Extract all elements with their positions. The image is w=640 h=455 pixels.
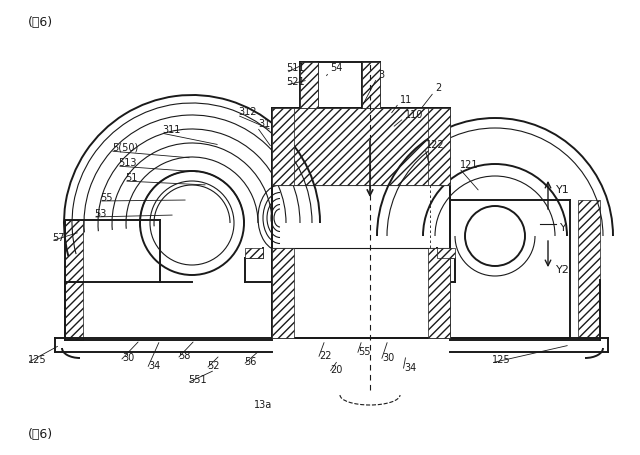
- Text: Y1: Y1: [556, 185, 570, 195]
- Text: 125: 125: [28, 355, 47, 365]
- Text: 52: 52: [207, 361, 220, 371]
- Polygon shape: [272, 248, 294, 338]
- Text: 53: 53: [94, 209, 106, 219]
- Text: 56: 56: [244, 357, 257, 367]
- Text: 110: 110: [405, 110, 424, 120]
- Text: 34: 34: [404, 363, 416, 373]
- Polygon shape: [437, 248, 455, 258]
- Bar: [272, 108, 450, 338]
- Polygon shape: [578, 200, 600, 338]
- Text: 312: 312: [238, 107, 257, 117]
- Text: Y: Y: [560, 223, 567, 233]
- Text: 51: 51: [125, 173, 138, 183]
- Text: 122: 122: [426, 140, 445, 150]
- Text: 11: 11: [400, 95, 412, 105]
- Text: (図6): (図6): [28, 15, 53, 29]
- Text: 30: 30: [122, 353, 134, 363]
- Text: 521: 521: [286, 77, 305, 87]
- Text: 125: 125: [492, 355, 511, 365]
- Text: 511: 511: [286, 63, 305, 73]
- Text: 22: 22: [319, 351, 332, 361]
- Polygon shape: [300, 62, 318, 108]
- Text: 55: 55: [358, 347, 371, 357]
- Polygon shape: [428, 108, 450, 185]
- Polygon shape: [65, 282, 83, 340]
- Text: 13a: 13a: [254, 400, 272, 410]
- Polygon shape: [272, 108, 450, 185]
- Polygon shape: [245, 248, 263, 258]
- Text: 311: 311: [162, 125, 180, 135]
- Polygon shape: [272, 108, 294, 185]
- Text: 30: 30: [382, 353, 394, 363]
- Text: 5(50): 5(50): [112, 143, 138, 153]
- Text: 2: 2: [435, 83, 441, 93]
- Text: 121: 121: [460, 160, 479, 170]
- Polygon shape: [362, 62, 380, 108]
- Text: 34: 34: [148, 361, 160, 371]
- Text: 20: 20: [330, 365, 342, 375]
- Text: 54: 54: [330, 63, 342, 73]
- Polygon shape: [428, 248, 450, 338]
- Text: 551: 551: [188, 375, 207, 385]
- Text: 57: 57: [52, 233, 65, 243]
- Text: 58: 58: [178, 351, 190, 361]
- Text: 513: 513: [118, 158, 136, 168]
- Text: 31: 31: [258, 119, 270, 129]
- Text: Y2: Y2: [556, 265, 570, 275]
- Polygon shape: [65, 220, 83, 282]
- Text: 55: 55: [100, 193, 113, 203]
- Text: (図6): (図6): [28, 429, 53, 441]
- Text: 3: 3: [378, 70, 384, 80]
